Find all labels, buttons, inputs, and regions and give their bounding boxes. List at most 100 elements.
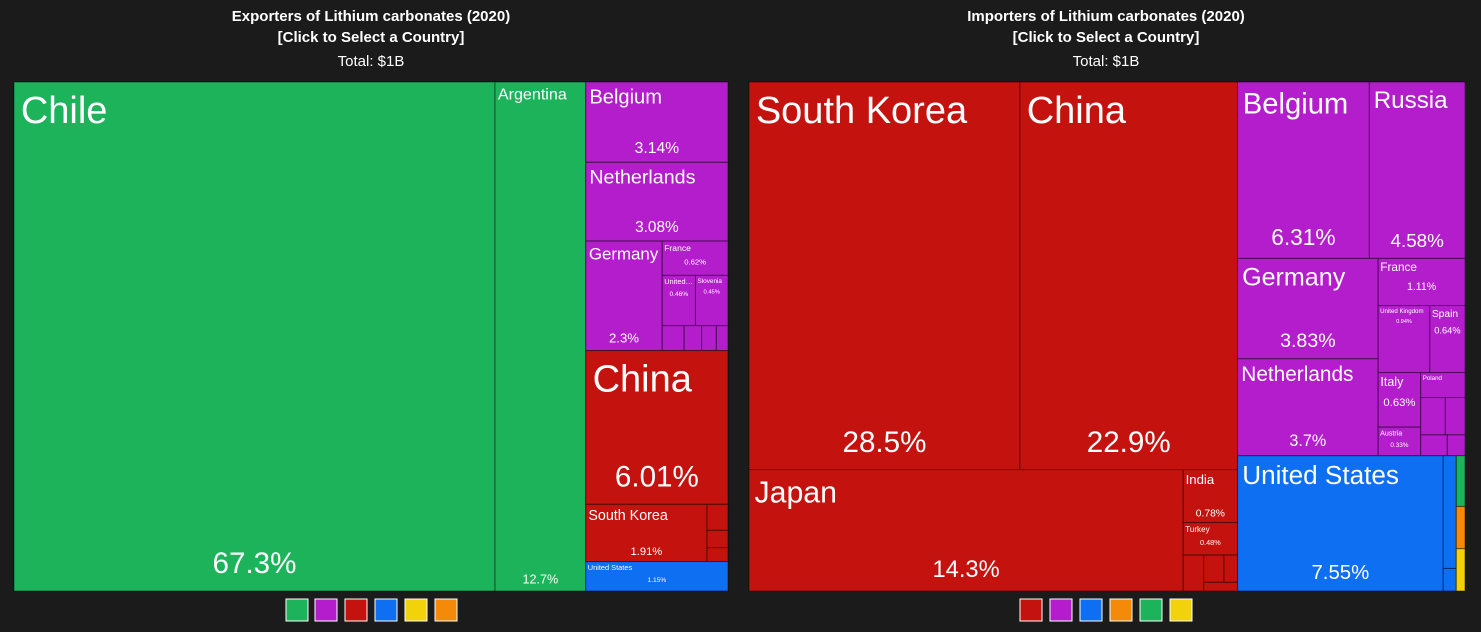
value-label: 0.48% — [1200, 538, 1221, 547]
value-label: 0.46% — [669, 291, 688, 298]
value-label: 2.3% — [609, 331, 639, 346]
value-label: 6.01% — [615, 461, 699, 494]
filter-icon[interactable] — [285, 598, 309, 622]
subtitle[interactable]: [Click to Select a Country] — [1013, 29, 1200, 46]
tile[interactable] — [585, 240, 663, 352]
filter-icon[interactable] — [404, 598, 428, 622]
filter-icon[interactable] — [1019, 598, 1043, 622]
tile[interactable] — [585, 81, 729, 163]
filter-icon[interactable] — [314, 598, 338, 622]
tile-label: Russia — [1374, 87, 1448, 114]
value-label: 0.45% — [704, 289, 720, 295]
filter-icon[interactable] — [1109, 598, 1133, 622]
tile[interactable] — [1237, 358, 1379, 457]
tile-label: Japan — [754, 476, 837, 509]
tile[interactable] — [1182, 522, 1239, 556]
tile-label: Netherlands — [1241, 363, 1353, 386]
tile[interactable] — [706, 503, 729, 531]
value-label: 3.7% — [1289, 432, 1326, 450]
tile[interactable] — [585, 503, 708, 563]
tile[interactable] — [1223, 554, 1239, 583]
tile[interactable] — [585, 561, 729, 592]
title: Importers of Lithium carbonates (2020) — [967, 8, 1245, 25]
value-label: 0.63% — [1383, 397, 1415, 409]
tile[interactable] — [1203, 581, 1239, 592]
tile-label: United States — [1242, 460, 1399, 490]
tile[interactable] — [1455, 505, 1466, 550]
tile-label: South Korea — [756, 90, 968, 132]
tile[interactable] — [1377, 372, 1422, 428]
tile[interactable] — [494, 81, 587, 592]
tile[interactable] — [661, 325, 685, 352]
tile[interactable] — [585, 350, 729, 505]
filter-icon[interactable] — [1169, 598, 1193, 622]
tile[interactable] — [1420, 372, 1466, 399]
tile[interactable] — [1442, 567, 1457, 592]
tile[interactable] — [748, 81, 1021, 471]
tile[interactable] — [1203, 554, 1225, 583]
tile-label: China — [1027, 90, 1127, 132]
tile[interactable] — [585, 161, 729, 242]
tile[interactable] — [1377, 426, 1422, 457]
filter-icon[interactable] — [1049, 598, 1073, 622]
tile[interactable] — [1377, 257, 1466, 307]
tile[interactable] — [1455, 548, 1466, 592]
tile-label: India — [1186, 472, 1215, 487]
filter-icon[interactable] — [434, 598, 458, 622]
tile[interactable] — [748, 469, 1184, 592]
subtitle[interactable]: [Click to Select a Country] — [278, 29, 465, 46]
tile[interactable] — [1420, 434, 1448, 457]
filter-icon[interactable] — [374, 598, 398, 622]
tile-label: Austria — [1380, 430, 1402, 438]
value-label: 1.11% — [1407, 281, 1437, 293]
tile-label: Germany — [1242, 264, 1346, 292]
value-label: 3.83% — [1280, 330, 1336, 352]
tile-label: France — [664, 243, 691, 253]
tile-label: Netherlands — [589, 167, 695, 189]
tile-label: China — [593, 359, 693, 401]
value-label: 12.7% — [523, 572, 559, 586]
tile[interactable] — [1182, 554, 1205, 592]
tile-label: Argentina — [498, 85, 567, 103]
tile-label: Germany — [589, 244, 659, 263]
filter-icon[interactable] — [1139, 598, 1163, 622]
total: Total: $1B — [338, 53, 405, 70]
title: Exporters of Lithium carbonates (2020) — [232, 8, 510, 25]
tile-label: United States — [588, 563, 633, 572]
tile[interactable] — [701, 325, 717, 352]
filter-icon[interactable] — [1079, 598, 1103, 622]
tile[interactable] — [1446, 434, 1466, 457]
tile[interactable] — [661, 240, 729, 276]
tile[interactable] — [1444, 397, 1466, 436]
value-label: 28.5% — [842, 426, 926, 459]
tile[interactable] — [1420, 397, 1446, 436]
tile[interactable] — [661, 274, 696, 327]
total: Total: $1B — [1073, 53, 1140, 70]
tile[interactable] — [683, 325, 703, 352]
tile[interactable] — [1182, 469, 1239, 524]
value-label: 7.55% — [1311, 562, 1369, 584]
tile[interactable] — [1455, 455, 1466, 507]
value-label: 67.3% — [213, 547, 297, 580]
tile[interactable] — [1019, 81, 1239, 471]
value-label: 0.78% — [1196, 508, 1225, 519]
tile[interactable] — [706, 529, 729, 549]
value-label: 3.14% — [635, 140, 680, 157]
value-label: 0.94% — [1396, 319, 1412, 325]
tile[interactable] — [706, 547, 729, 563]
tile[interactable] — [1442, 455, 1457, 569]
tile[interactable] — [1377, 305, 1431, 374]
tile[interactable] — [13, 81, 496, 592]
tile[interactable] — [1237, 455, 1444, 592]
tile[interactable] — [715, 325, 729, 352]
filter-icon[interactable] — [344, 598, 368, 622]
tile-label: Turkey — [1185, 525, 1210, 534]
tile-label: South Korea — [588, 508, 668, 524]
tile-label: Italy — [1380, 375, 1404, 389]
tile[interactable] — [1237, 81, 1370, 259]
tile-label: Belgium — [1243, 88, 1348, 120]
tile[interactable] — [1429, 305, 1466, 374]
tile[interactable] — [1368, 81, 1466, 259]
tile-label: United Kingdom — [1380, 308, 1423, 315]
